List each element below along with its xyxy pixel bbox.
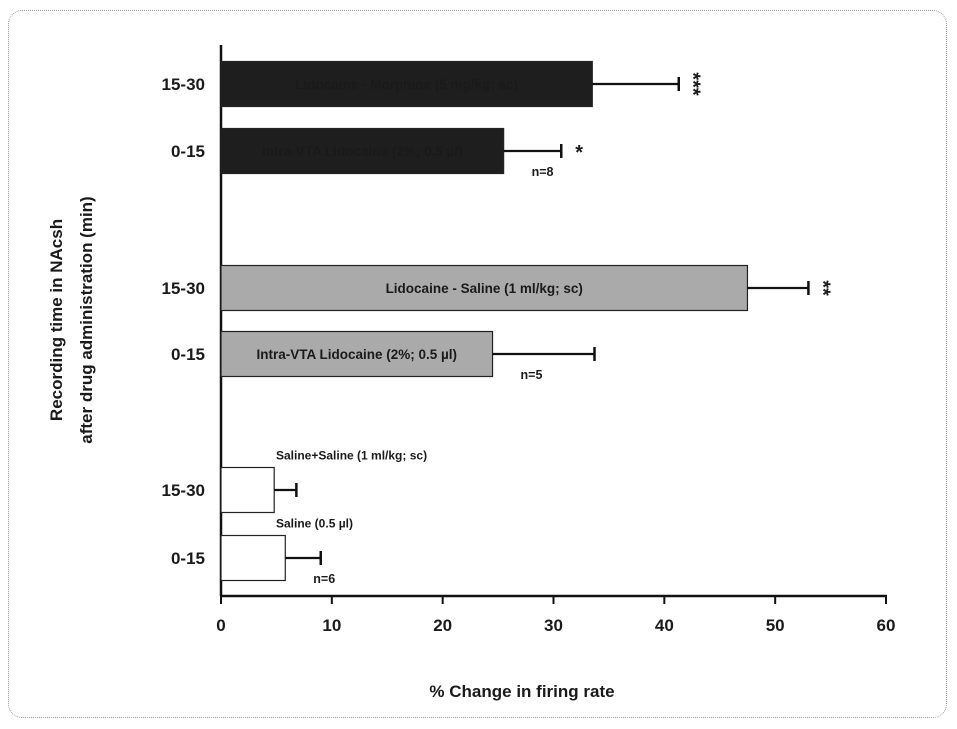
- n-label: n=6: [313, 572, 335, 586]
- y-tick-label: 15-30: [162, 75, 205, 94]
- bar-item: 15-30 Lidocaine - Saline (1 ml/kg; sc) **: [162, 264, 833, 312]
- bar-label: Saline+Saline (1 ml/kg; sc): [276, 449, 427, 463]
- x-tick-label: 40: [655, 616, 674, 635]
- y-axis-label: Recording time in NAcsh after drug admini…: [47, 196, 96, 443]
- bar: [220, 60, 593, 108]
- significance-marker: ***: [682, 72, 704, 96]
- bar-label: Saline (0.5 µl): [276, 517, 353, 531]
- bar-label: Intra-VTA Lidocaine (2%; 0.5 µl): [262, 144, 463, 159]
- significance-marker: **: [811, 280, 833, 296]
- bar-label: Intra-VTA Lidocaine (2%; 0.5 µl): [256, 347, 457, 362]
- x-tick-label: 60: [877, 616, 896, 635]
- bar: [220, 264, 749, 312]
- chart-axes: [219, 45, 887, 598]
- bar-item: 0-15 Intra-VTA Lidocaine (2%; 0.5 µl) n=5: [171, 330, 596, 382]
- y-tick-label: 0-15: [171, 142, 205, 161]
- bar-item: 0-15 Saline (0.5 µl) n=6: [171, 517, 353, 587]
- bar-item: 0-15 Intra-VTA Lidocaine (2%; 0.5 µl) * n=8: [171, 127, 583, 179]
- y-tick-label: 0-15: [171, 549, 205, 568]
- y-tick-label: 15-30: [162, 481, 205, 500]
- figure-frame: [8, 10, 947, 718]
- bar: [220, 127, 505, 175]
- bar-label: Lidocaine - Morphine (5 mg/kg; sc): [295, 77, 518, 92]
- x-tick-group: 0 10 20 30 40 50 60: [216, 596, 895, 635]
- bar: [220, 466, 275, 514]
- x-tick-label: 0: [216, 616, 225, 635]
- y-axis-label-line: Recording time in NAcsh: [47, 219, 66, 421]
- bar-label: Lidocaine - Saline (1 ml/kg; sc): [386, 281, 583, 296]
- n-label: n=8: [532, 165, 554, 179]
- x-tick-label: 50: [766, 616, 785, 635]
- significance-marker: *: [575, 142, 583, 164]
- y-tick-label: 15-30: [162, 279, 205, 298]
- bar-group: 15-30 Lidocaine - Morphine (5 mg/kg; sc) *…: [162, 60, 833, 587]
- n-label: n=5: [521, 368, 543, 382]
- x-tick-label: 10: [322, 616, 341, 635]
- bar: [220, 330, 494, 378]
- bar-item: 15-30 Lidocaine - Morphine (5 mg/kg; sc) *…: [162, 60, 704, 108]
- y-tick-label: 0-15: [171, 345, 205, 364]
- x-axis-label: % Change in firing rate: [429, 682, 614, 701]
- x-tick-label: 30: [544, 616, 563, 635]
- bar: [220, 534, 286, 582]
- bar-item: 15-30 Saline+Saline (1 ml/kg; sc): [162, 449, 427, 514]
- y-axis-label-line: after drug administration (min): [77, 196, 96, 443]
- x-tick-label: 20: [433, 616, 452, 635]
